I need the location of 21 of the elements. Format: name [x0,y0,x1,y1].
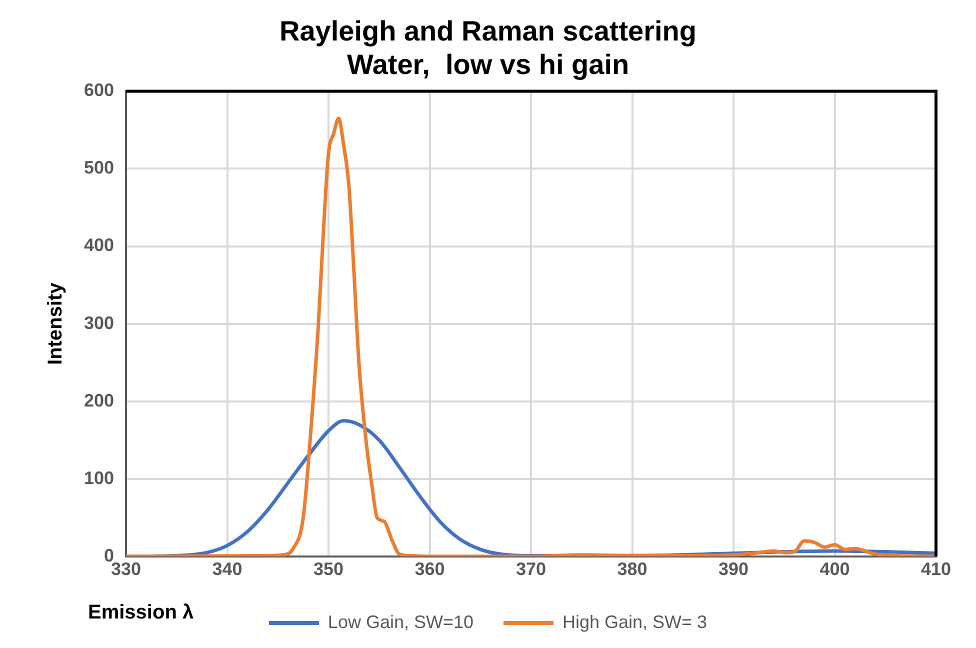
x-tick-label: 390 [718,559,749,580]
y-axis-title: Intensity [44,282,67,365]
x-tick-label: 340 [212,559,242,580]
x-tick-label: 400 [820,559,850,580]
x-tick-label: 380 [617,559,648,580]
x-tick-label: 410 [920,559,952,580]
y-tick-label: 200 [84,390,114,410]
x-tick-label: 370 [516,559,546,580]
legend-label: Low Gain, SW=10 [328,612,474,632]
text: Rayleigh and Raman scattering [279,16,697,47]
y-tick-label: 400 [84,235,114,256]
y-tick-label: 500 [84,158,114,178]
x-tick-label: 360 [414,559,445,580]
text: Water, low vs hi gain [346,49,630,80]
x-axis-title: Emission λ [88,602,194,624]
y-tick-label: 100 [84,468,114,488]
legend-label: High Gain, SW= 3 [562,612,708,632]
y-tick-label: 600 [84,80,114,100]
x-tick-label: 350 [314,559,344,580]
x-tick-label: 330 [111,559,142,580]
y-tick-label: 300 [84,312,114,333]
